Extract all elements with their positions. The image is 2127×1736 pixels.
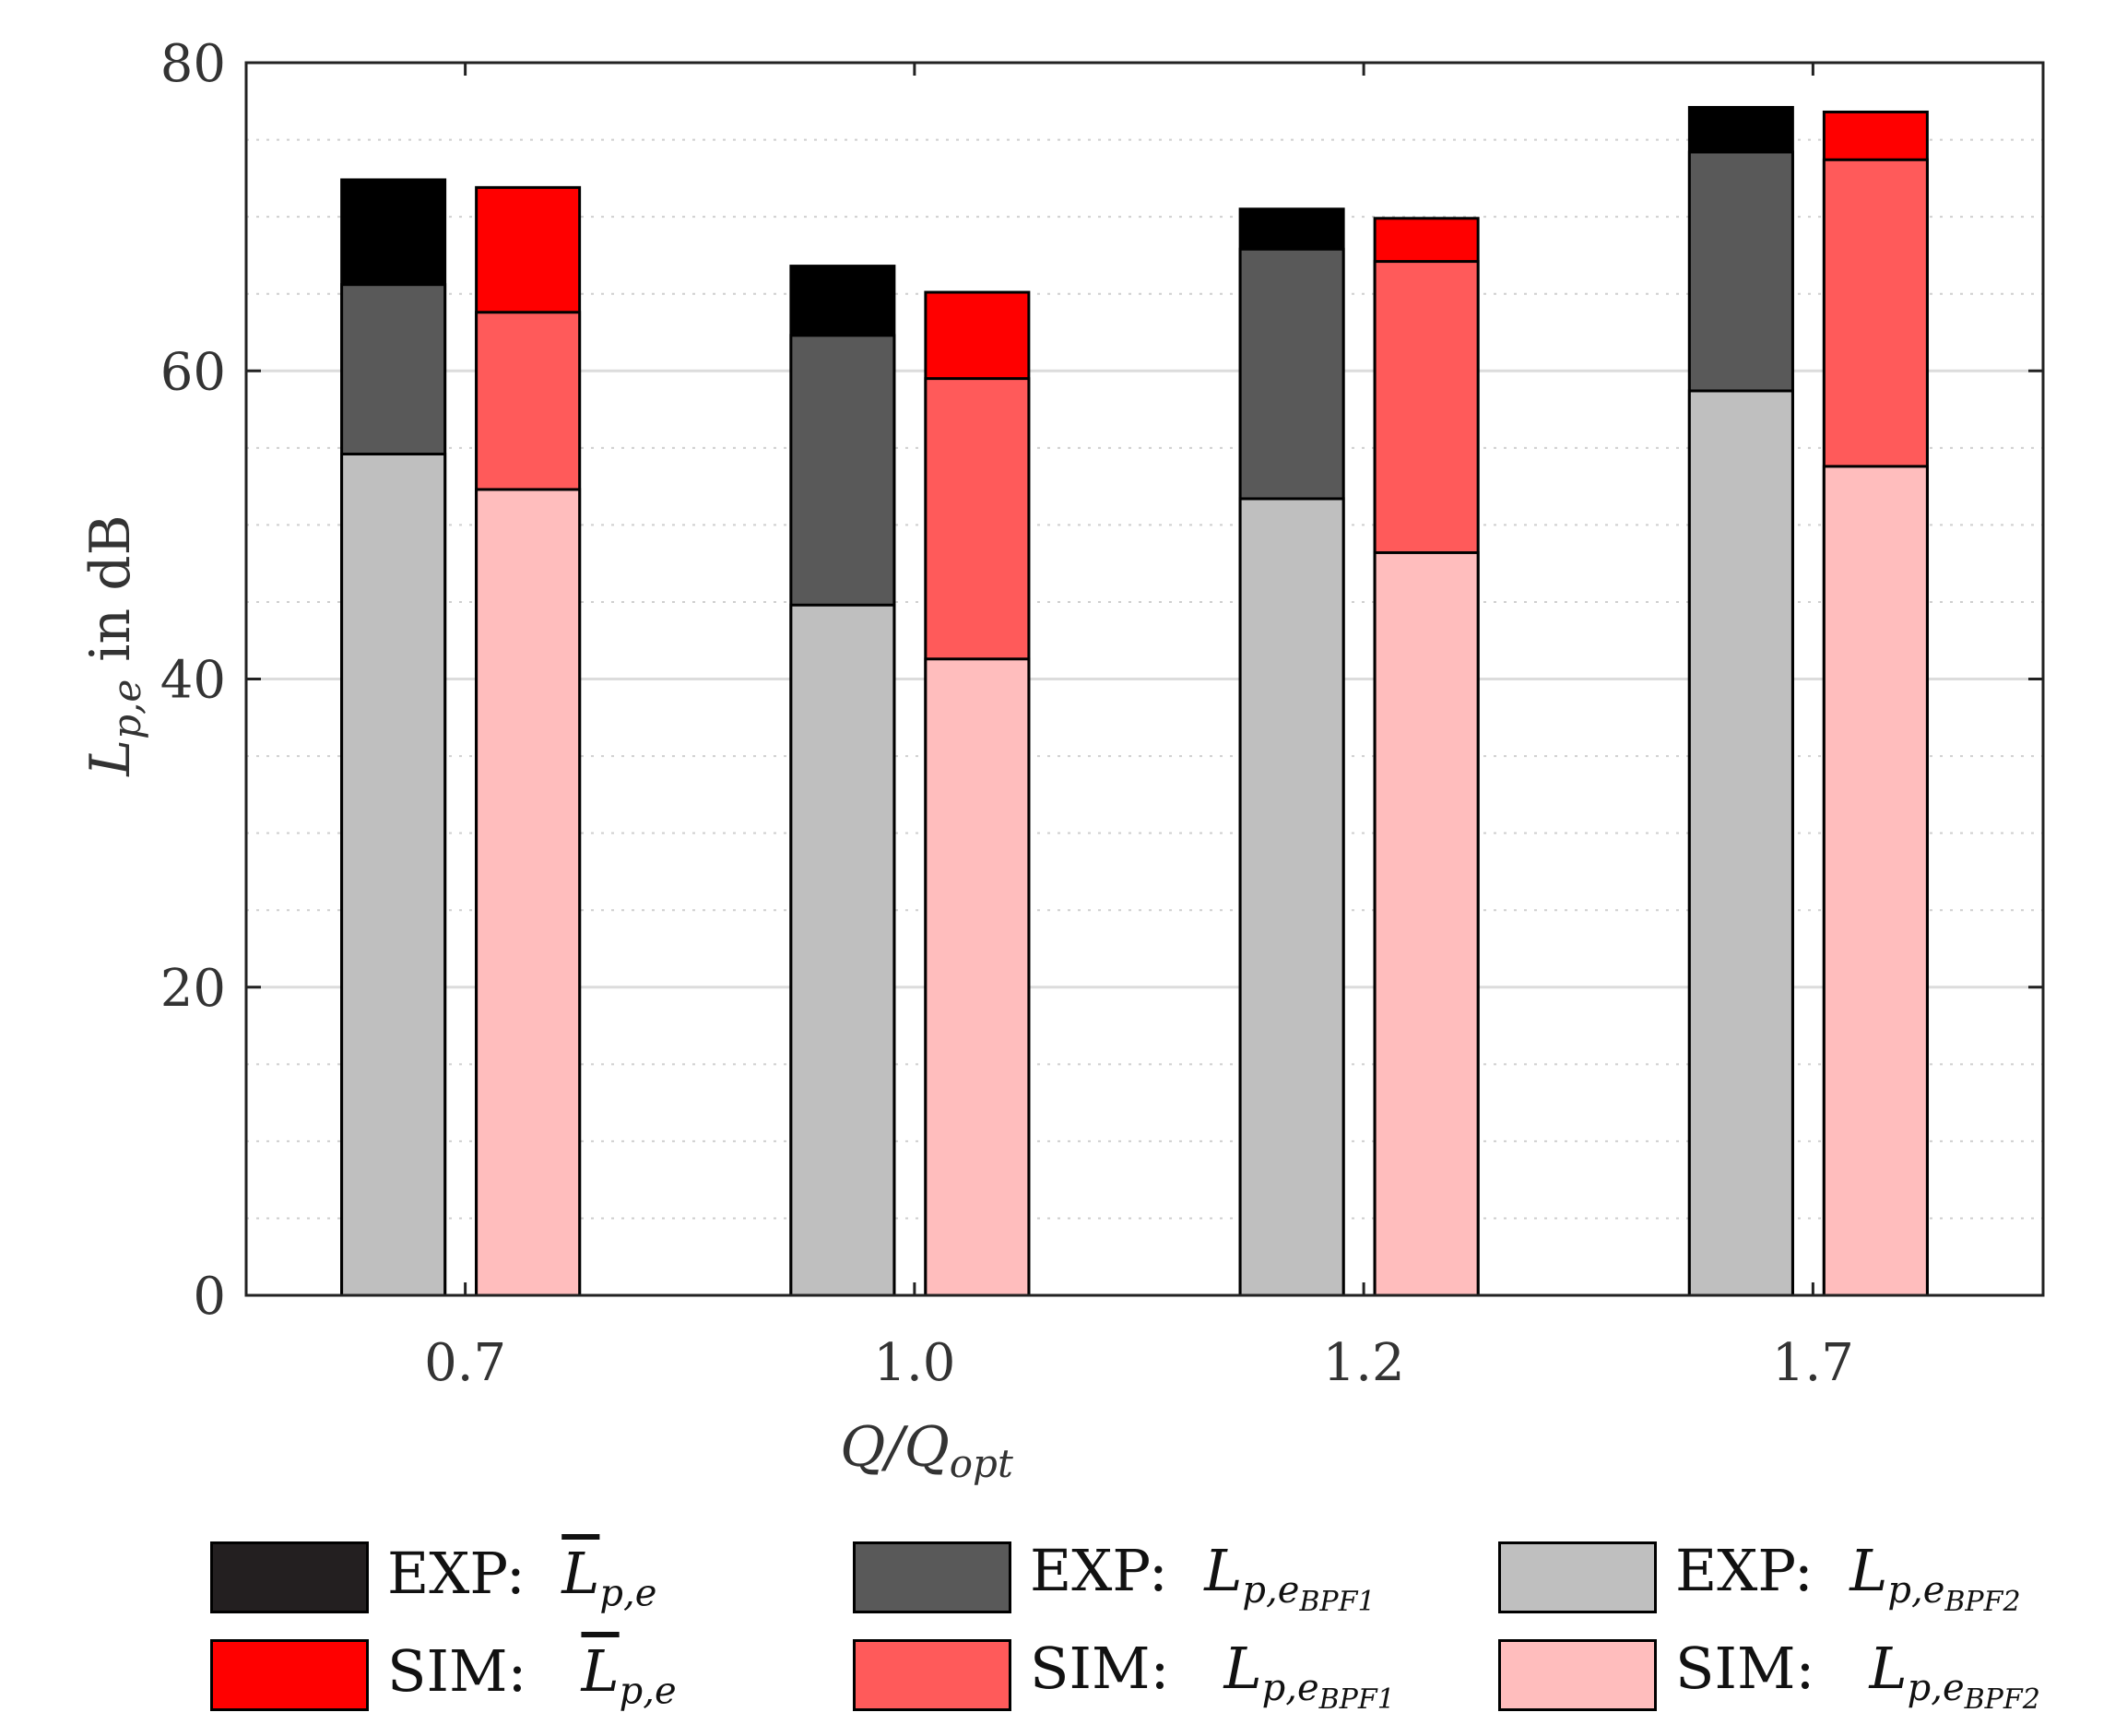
legend-swatch-exp-bpf1: [853, 1541, 1011, 1613]
y-axis-label: Lp,e in dB: [78, 514, 149, 776]
legend-label-exp-total: EXP: Lp,e: [387, 1540, 657, 1615]
x-axis-ticks: 0.7 1.0 1.2 1.7: [424, 63, 1854, 1393]
bar-sim-1.0: [924, 657, 1031, 1297]
legend-item-exp-bpf1: EXP: Lp,eBPF1: [853, 1536, 1376, 1619]
bar-sim-1.7: [1822, 465, 1929, 1297]
legend-label-exp-bpf1: EXP: Lp,eBPF1: [1030, 1536, 1376, 1619]
y-tick-label: 20: [160, 959, 226, 1019]
y-tick-label: 0: [193, 1267, 226, 1327]
y-tick-label: 60: [160, 342, 226, 402]
x-axis-label: Q/Qopt: [840, 1415, 1013, 1486]
legend-label-sim-total: SIM: Lp,e: [387, 1637, 677, 1713]
y-axis-label-main: L: [78, 739, 143, 777]
bar-exp-1.2: [1238, 497, 1345, 1297]
bars: [340, 105, 1929, 1297]
x-axis-label-sub: opt: [950, 1441, 1013, 1486]
y-axis-label-sub: p,e: [104, 679, 149, 739]
bar-exp-1.7: [1687, 389, 1794, 1297]
legend-swatch-sim-bpf2: [1498, 1639, 1657, 1711]
legend-swatch-sim-total: [210, 1639, 369, 1711]
y-tick-label: 40: [160, 651, 226, 711]
x-tick-label: 1.0: [873, 1333, 955, 1393]
legend-swatch-sim-bpf1: [853, 1639, 1011, 1711]
legend: EXP: Lp,e SIM: Lp,e EXP: Lp,eBPF1 SIM: L…: [0, 1512, 2127, 1736]
legend-item-exp-bpf2: EXP: Lp,eBPF2: [1498, 1536, 2021, 1619]
legend-swatch-exp-total: [210, 1541, 369, 1613]
bar-exp-1.0: [789, 603, 896, 1297]
x-tick-label: 1.2: [1323, 1333, 1405, 1393]
legend-item-exp-total: EXP: Lp,e: [210, 1538, 656, 1617]
y-tick-label: 80: [160, 34, 226, 94]
legend-item-sim-bpf1: SIM: Lp,eBPF1: [853, 1634, 1395, 1717]
legend-item-sim-bpf2: SIM: Lp,eBPF2: [1498, 1634, 2040, 1717]
legend-label-sim-bpf1: SIM: Lp,eBPF1: [1030, 1634, 1395, 1717]
y-axis-label-rest: in dB: [78, 514, 143, 679]
legend-swatch-exp-bpf2: [1498, 1541, 1657, 1613]
legend-label-exp-bpf2: EXP: Lp,eBPF2: [1675, 1536, 2021, 1619]
x-tick-label: 0.7: [424, 1333, 506, 1393]
bar-sim-1.2: [1373, 550, 1480, 1297]
legend-item-sim-total: SIM: Lp,e: [210, 1636, 677, 1715]
bar-exp-0.7: [340, 452, 447, 1297]
x-axis-label-main: Q/Q: [840, 1415, 950, 1480]
bar-sim-0.7: [475, 488, 582, 1297]
bar-chart: 0 20 40 60 80 0.7 1.0 1.2 1.7 Q/Qopt Lp,e in dB: [78, 34, 2045, 1486]
y-axis-ticks: 0 20 40 60 80: [160, 34, 2043, 1327]
x-tick-label: 1.7: [1772, 1333, 1854, 1393]
legend-label-sim-bpf2: SIM: Lp,eBPF2: [1675, 1634, 2040, 1717]
